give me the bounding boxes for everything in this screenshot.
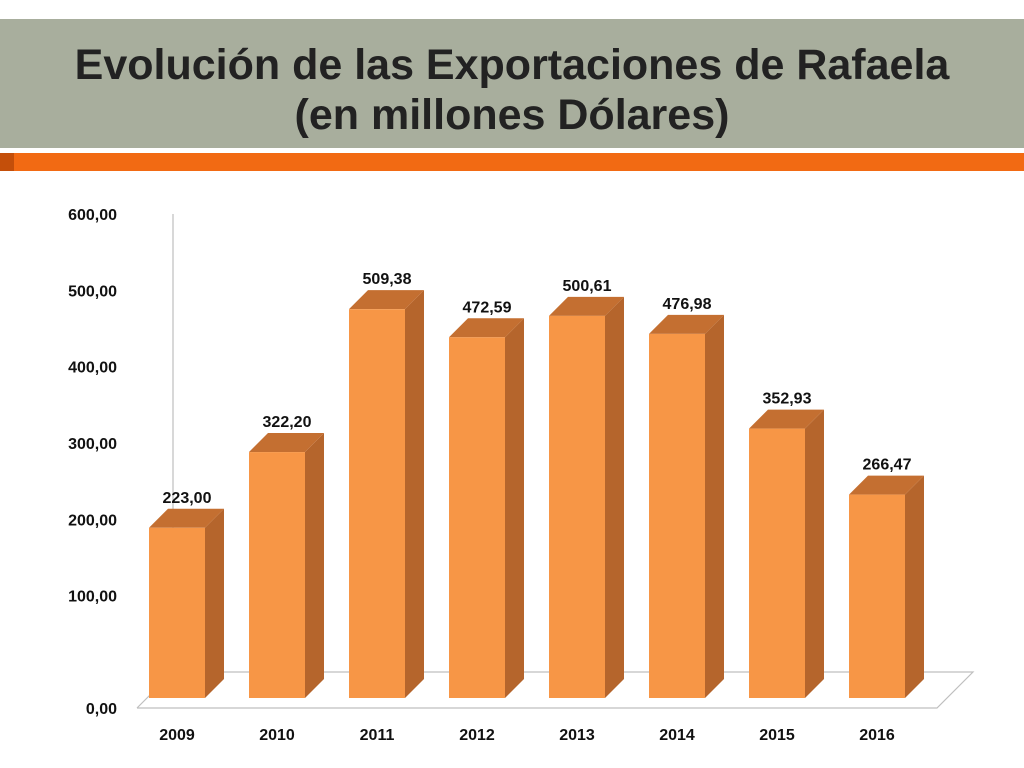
bar [549, 315, 605, 698]
x-tick-label: 2011 [360, 727, 395, 744]
slide-title-line1: Evolución de las Exportaciones de Rafael… [74, 41, 950, 89]
title-divider [0, 148, 1024, 153]
bar-value-label: 509,38 [363, 271, 412, 288]
bar-value-label: 352,93 [763, 391, 812, 408]
accent-strip [0, 153, 1024, 171]
y-tick-label: 0,00 [86, 701, 117, 718]
bar-top [449, 318, 524, 338]
bar [849, 494, 905, 698]
bar-side [205, 508, 224, 698]
bar-side [505, 318, 524, 698]
bar-top [349, 290, 424, 310]
bar-top [249, 433, 324, 453]
bar-side [605, 296, 624, 698]
x-tick-label: 2010 [259, 727, 295, 744]
bar-value-label: 472,59 [463, 299, 512, 316]
bar-top [649, 314, 724, 334]
x-tick-label: 2013 [559, 727, 595, 744]
bar-value-label: 500,61 [563, 278, 612, 295]
title-band [0, 19, 1024, 148]
bar-side [405, 290, 424, 698]
bar-top [549, 296, 624, 316]
x-tick-label: 2009 [159, 727, 195, 744]
bar-top [749, 409, 824, 429]
bar-side [905, 475, 924, 698]
x-tick-label: 2012 [459, 727, 495, 744]
x-tick-label: 2016 [859, 727, 895, 744]
bar [349, 309, 405, 698]
x-tick-label: 2014 [659, 727, 695, 744]
bar-value-label: 266,47 [863, 457, 912, 474]
bar-side [805, 409, 824, 698]
accent-strip-cap [0, 153, 14, 171]
bar-value-label: 322,20 [263, 414, 312, 431]
bar [149, 527, 205, 698]
slide-title: Evolución de las Exportaciones de Rafael… [0, 40, 1024, 140]
bar-value-label: 223,00 [163, 490, 212, 507]
bar-top [149, 508, 224, 528]
y-tick-label: 200,00 [68, 512, 117, 529]
bar-side [305, 433, 324, 698]
y-tick-label: 600,00 [68, 207, 117, 224]
bar [749, 428, 805, 698]
bar-value-label: 476,98 [663, 296, 712, 313]
y-tick-label: 100,00 [68, 589, 117, 606]
bar-side [705, 314, 724, 698]
y-tick-label: 500,00 [68, 283, 117, 300]
x-tick-label: 2015 [759, 727, 795, 744]
slide-title-line2: (en millones Dólares) [294, 91, 730, 139]
bar [249, 452, 305, 698]
bar-top [849, 475, 924, 495]
bar [449, 337, 505, 698]
accent-strip-bar [14, 153, 1024, 171]
y-tick-label: 400,00 [68, 360, 117, 377]
y-tick-label: 300,00 [68, 436, 117, 453]
bar [649, 333, 705, 698]
